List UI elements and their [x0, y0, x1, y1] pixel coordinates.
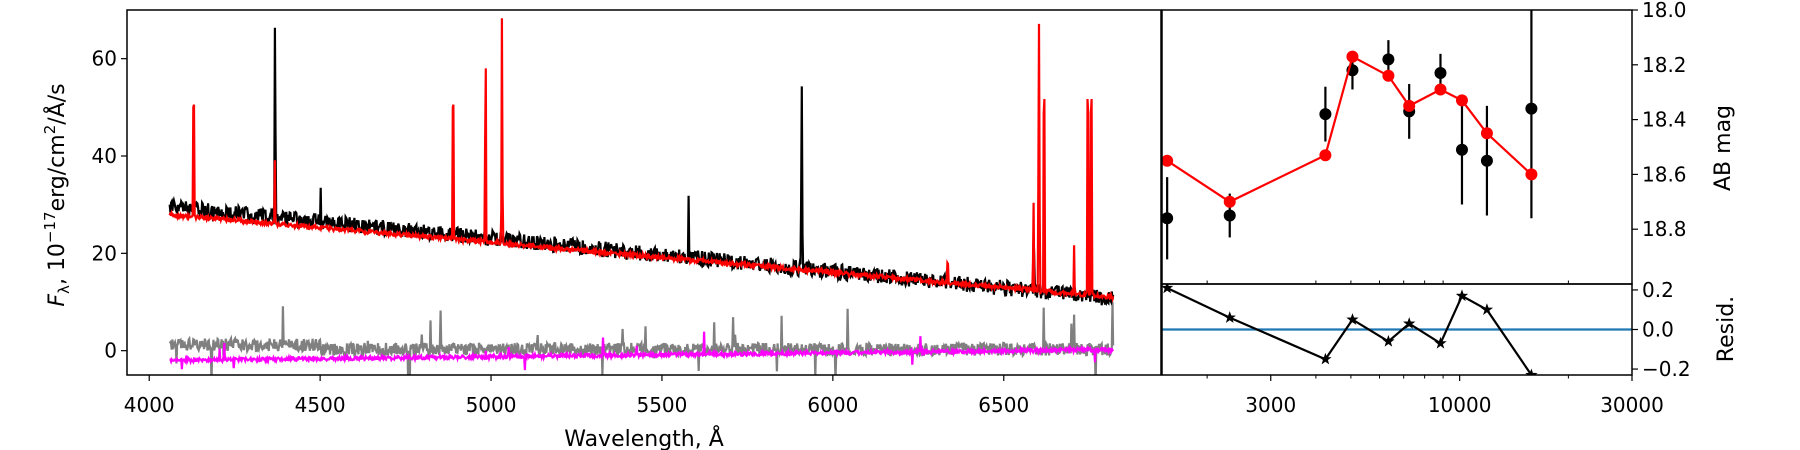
spectrum-frame	[126, 9, 1162, 376]
observed-photometry-point	[1525, 102, 1538, 115]
spectrum-panel: 4000 4500 5000 5500 6000 6500 0 20 40 60 Wavelen…	[41, 9, 1162, 450]
y-tick-label: 60	[92, 47, 117, 71]
model-photometry-point	[1162, 154, 1174, 167]
observed-spectrum-line	[168, 27, 1115, 307]
flux-label-scale: , 10	[45, 243, 70, 285]
model-photometry-point	[1223, 195, 1236, 208]
x-tick-label: 6500	[978, 393, 1029, 417]
observed-photometry-point	[1480, 154, 1493, 167]
y-tick-label: 0.0	[1642, 318, 1674, 342]
y-tick-label: 20	[92, 241, 117, 265]
spectrum-y-axis-label: Fλ, 10−17erg/cm2/Å/s	[41, 83, 73, 306]
y-tick-label: 18.4	[1642, 108, 1687, 132]
flux-symbol: F	[45, 294, 70, 307]
error-spectrum-line	[169, 331, 1115, 371]
y-tick-label: 18.6	[1642, 162, 1687, 186]
observed-photometry-point	[1455, 143, 1468, 156]
model-photometry-point	[1434, 83, 1447, 96]
model-photometry-point	[1403, 99, 1416, 112]
model-photometry-point	[1382, 69, 1395, 82]
observed-photometry-point	[1434, 67, 1447, 80]
x-tick-label: 4500	[295, 393, 346, 417]
y-tick-label: 18.2	[1642, 53, 1687, 77]
model-spectrum-line	[168, 18, 1115, 304]
flux-label-exponent: −17	[41, 211, 59, 243]
x-tick-label: 6000	[807, 393, 858, 417]
residual-line	[1166, 287, 1533, 375]
flux-subscript: λ	[55, 285, 73, 294]
residual-point	[1162, 284, 1174, 294]
observed-photometry-point	[1162, 212, 1174, 225]
residual-point	[1434, 336, 1447, 349]
residual-y-axis-label: Resid.	[1714, 296, 1739, 362]
x-tick-label: 30000	[1600, 393, 1664, 417]
spectrum-x-axis-label: Wavelength, Å	[564, 425, 724, 450]
residual-point	[1403, 317, 1416, 329]
observed-photometry-point	[1382, 53, 1395, 66]
x-tick-label: 10000	[1428, 393, 1492, 417]
residual-point	[1319, 352, 1332, 365]
flux-label-units-tail: /Å/s	[43, 83, 70, 124]
observed-photometry-point	[1223, 209, 1236, 222]
x-tick-label: 3000	[1245, 393, 1296, 417]
model-photometry-point	[1525, 168, 1538, 181]
photometry-panel: 18.0 18.2 18.4 18.6 18.8 AB mag	[1161, 0, 1736, 285]
photometry-frame	[1161, 9, 1633, 285]
spectrum-plot-area	[168, 18, 1115, 375]
model-photometry-point	[1455, 94, 1468, 107]
residual-point	[1455, 289, 1469, 302]
y-tick-label: 40	[92, 144, 117, 168]
y-tick-label: 18.0	[1642, 0, 1687, 22]
y-tick-label: 0	[104, 339, 117, 363]
photometry-plot-area	[1162, 10, 1538, 260]
photometry-y-ticks: 18.0 18.2 18.4 18.6 18.8	[1632, 0, 1687, 241]
residual-point	[1223, 311, 1236, 323]
model-photometry-point	[1319, 149, 1332, 162]
residual-point	[1525, 368, 1538, 375]
x-tick-label: 4000	[124, 393, 175, 417]
y-tick-label: 18.8	[1642, 217, 1687, 241]
residual-x-ticks: 3000 10000 30000	[1206, 280, 1664, 417]
flux-label-units-square: 2	[41, 125, 59, 135]
residual-point	[1480, 303, 1494, 315]
residual-y-ticks: 0.2 0.0 −0.2	[1632, 278, 1691, 381]
model-photometry-point	[1346, 50, 1359, 63]
model-photometry-line	[1166, 54, 1533, 204]
y-tick-label: 0.2	[1642, 278, 1674, 302]
x-tick-label: 5000	[466, 393, 517, 417]
y-tick-label: −0.2	[1642, 357, 1691, 381]
residual-point	[1346, 313, 1359, 325]
spectrum-y-ticks: 0 20 40 60	[92, 47, 127, 363]
residual-point	[1382, 334, 1395, 347]
photometry-y-axis-label: AB mag	[1711, 105, 1736, 191]
model-photometry-point	[1480, 127, 1493, 140]
flux-label-units: erg/cm	[45, 134, 70, 211]
residual-panel: 0.2 0.0 −0.2 3000 10000 30000 Resid.	[1161, 278, 1739, 417]
x-tick-label: 5500	[636, 393, 687, 417]
observed-photometry-point	[1319, 108, 1332, 121]
spectrum-x-ticks: 4000 4500 5000 5500 6000 6500	[124, 375, 1029, 417]
residual-plot-area	[1162, 284, 1632, 375]
